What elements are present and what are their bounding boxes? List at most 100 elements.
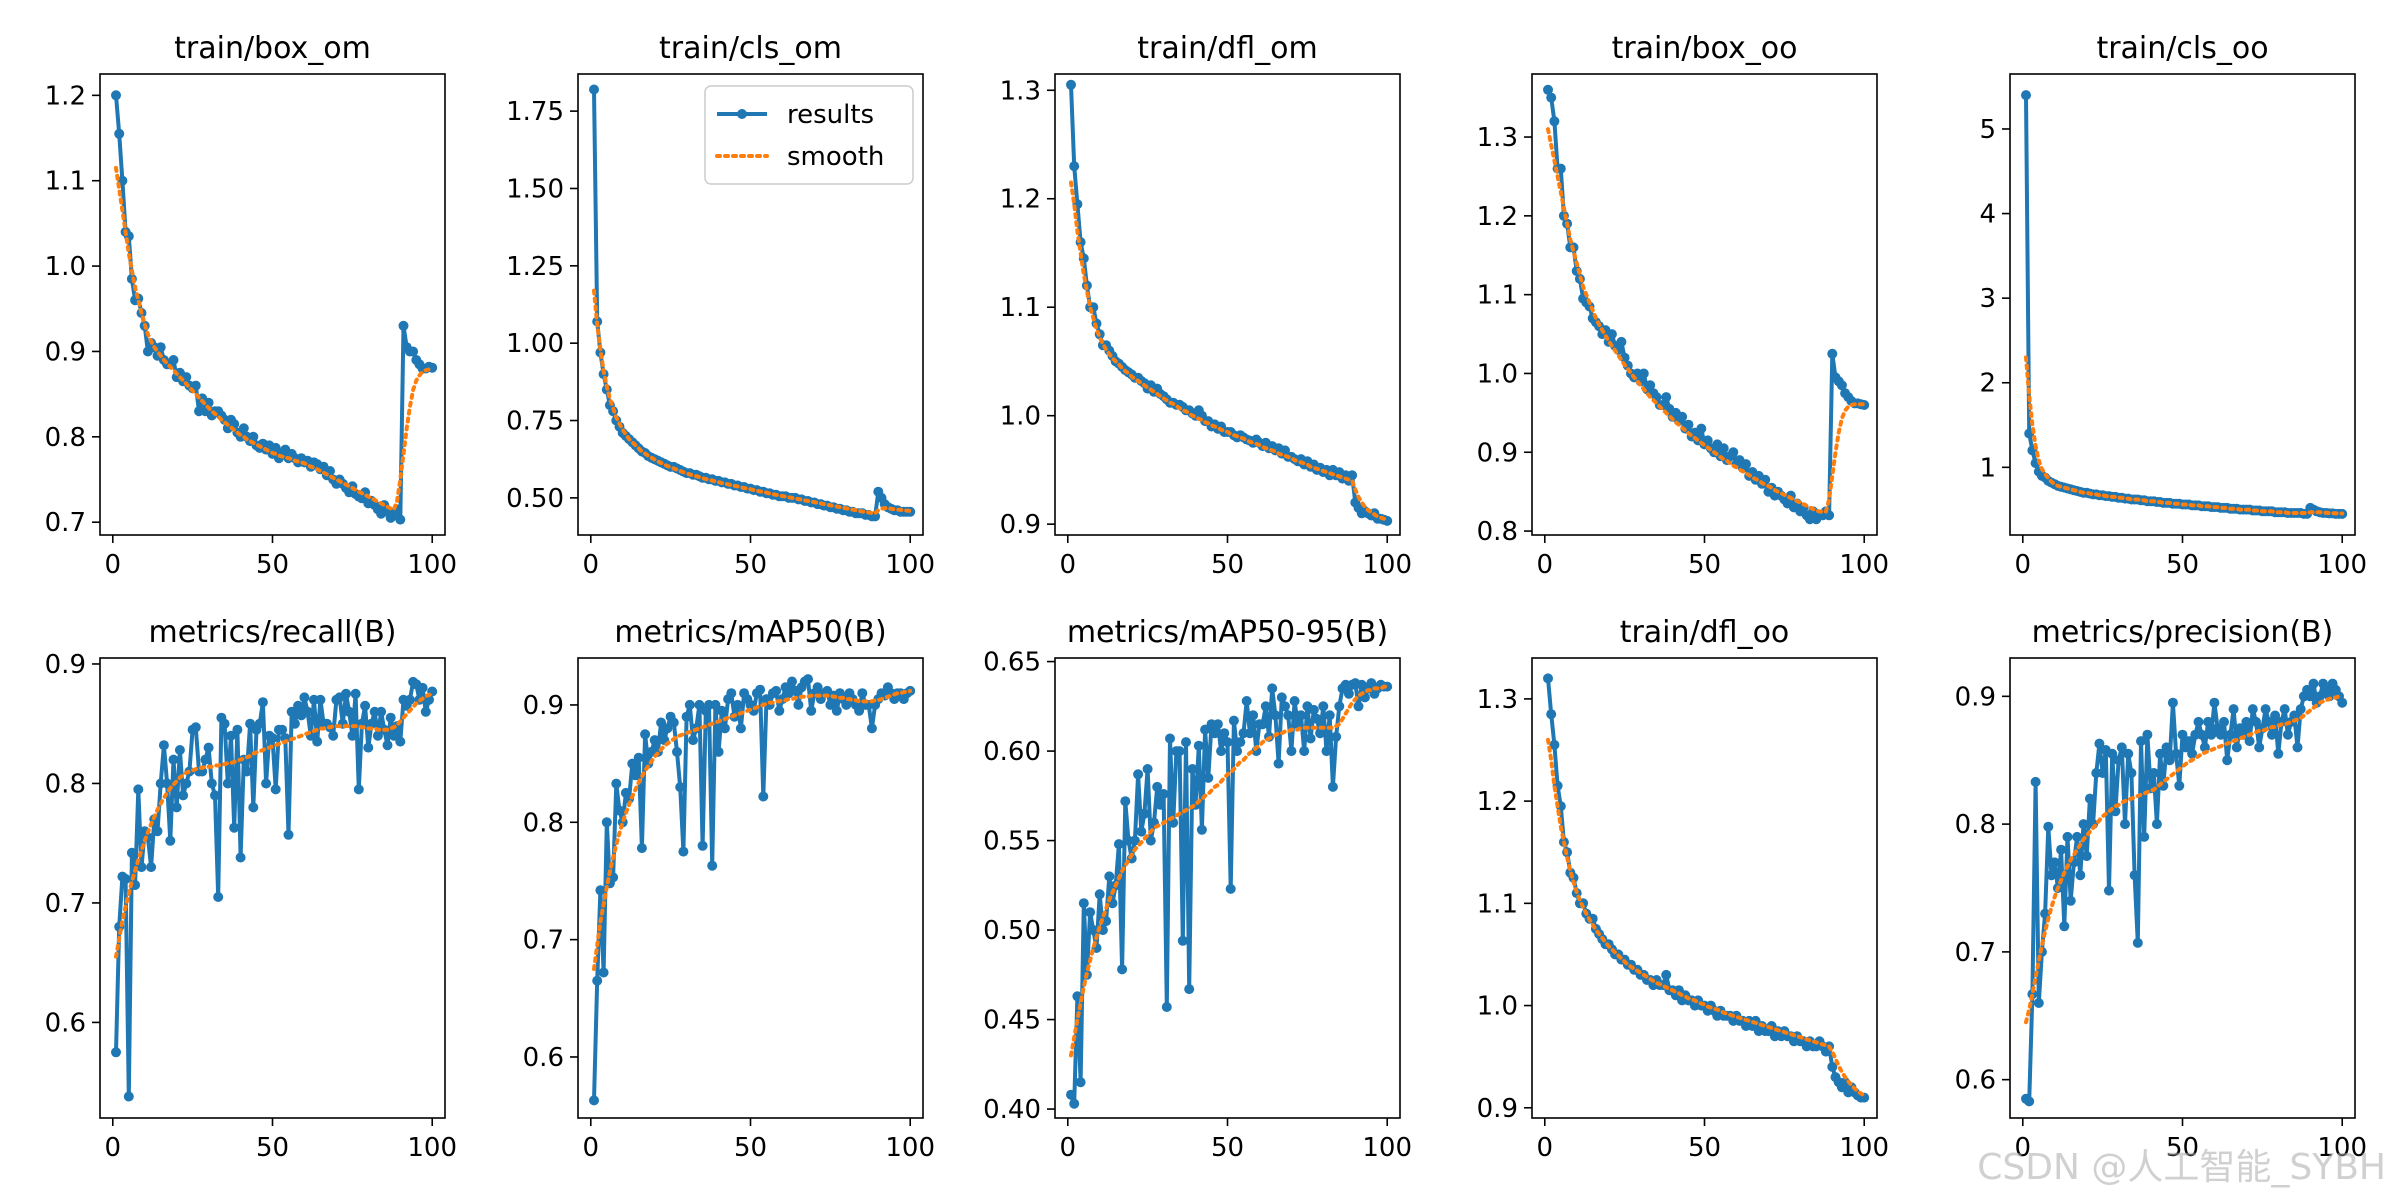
results-point	[1324, 710, 1335, 721]
results-point	[178, 790, 189, 801]
results-point	[636, 843, 647, 854]
chart-train-dfl-oo: train/dfl_oo 0 50 100 0.9 1.0 1.1 1.2 1.3	[1477, 615, 1889, 1163]
x-tick-label: 0	[583, 1133, 600, 1163]
chart-metrics-map50-b: metrics/mAP50(B) 0 50 100 0.6 0.7 0.8 0.9	[523, 615, 935, 1163]
results-point	[2215, 729, 2226, 740]
results-point	[1683, 419, 1694, 430]
results-point	[1661, 392, 1672, 403]
results-point	[146, 862, 157, 873]
results-point	[2033, 998, 2044, 1008]
plot-area	[2021, 90, 2348, 519]
plot-area	[1543, 84, 1870, 525]
results-point	[656, 717, 667, 728]
results-point	[2263, 716, 2274, 727]
x-tick-label: 0	[1060, 1133, 1077, 1163]
results-point	[210, 790, 220, 801]
y-tick-label: 1.0	[1000, 402, 1041, 432]
results-point	[1299, 746, 1310, 757]
x-tick-label: 100	[1839, 550, 1889, 580]
results-point	[2177, 729, 2188, 740]
results-point	[2097, 768, 2108, 778]
chart-train-cls-oo: train/cls_oo 0 50 100 1 2 3 4 5	[1979, 31, 2367, 580]
results-point	[2126, 768, 2137, 778]
results-point	[2183, 736, 2194, 747]
results-point	[2273, 748, 2284, 759]
results-point	[261, 778, 272, 789]
results-point	[1094, 889, 1105, 900]
results-point	[2231, 742, 2242, 753]
results-point	[2084, 793, 2095, 804]
results-point	[388, 730, 399, 741]
results-point	[1085, 907, 1096, 918]
results-point	[114, 128, 125, 139]
y-tick-label: 0.50	[506, 484, 564, 514]
smooth-line	[1069, 684, 1390, 1058]
results-markers	[589, 674, 916, 1106]
results-point	[1616, 336, 1627, 347]
y-tick-label: 1.3	[1000, 76, 1041, 106]
results-point	[1212, 719, 1223, 730]
plot-area	[589, 674, 916, 1106]
y-tick-label: 1.0	[1477, 359, 1518, 389]
results-point	[1696, 423, 1707, 434]
axes-frame	[1054, 73, 1401, 536]
results-point	[398, 320, 409, 331]
results-point	[1543, 673, 1553, 684]
results-point	[2065, 895, 2076, 906]
results-point	[684, 699, 695, 710]
results-point	[2193, 716, 2204, 727]
y-tick-label: 0.65	[983, 648, 1041, 678]
results-point	[787, 676, 797, 687]
axes-frame	[2009, 73, 2356, 536]
chart-metrics-recall-b: metrics/recall(B) 0 50 100 0.6 0.7 0.8 0.9	[45, 615, 457, 1163]
results-markers	[111, 676, 438, 1102]
results-point	[707, 860, 718, 871]
results-point	[1321, 746, 1332, 757]
x-tick-label: 100	[2317, 550, 2367, 580]
results-point	[1315, 728, 1326, 739]
results-point	[719, 723, 730, 734]
results-point	[2209, 697, 2220, 708]
y-tick-label: 1.2	[45, 81, 86, 111]
results-point	[2021, 90, 2031, 101]
results-point	[1161, 1002, 1172, 1012]
y-tick-label: 0.7	[523, 926, 564, 956]
results-point	[1145, 835, 1156, 846]
y-tick-label: 0.8	[45, 423, 86, 453]
results-point	[158, 740, 169, 751]
y-tick-label: 0.75	[506, 407, 564, 437]
legend-results-marker	[737, 109, 747, 119]
x-tick-label: 50	[734, 1133, 767, 1163]
results-point	[2113, 755, 2124, 766]
results-point	[241, 766, 252, 777]
smooth-line	[592, 688, 913, 971]
results-point	[1209, 728, 1220, 739]
results-point	[1219, 728, 1230, 739]
results-point	[181, 778, 192, 789]
x-tick-label: 0	[1060, 550, 1077, 580]
results-point	[120, 874, 131, 884]
results-point	[1075, 1077, 1086, 1088]
results-point	[2314, 691, 2325, 702]
results-point	[1069, 1098, 1080, 1109]
results-point	[675, 782, 686, 793]
plot-area	[1543, 673, 1870, 1103]
results-point	[2254, 742, 2265, 753]
x-tick-label: 50	[1688, 1133, 1721, 1163]
y-tick-label: 3	[1979, 284, 1996, 314]
results-point	[1543, 84, 1553, 95]
x-tick-label: 50	[1211, 1133, 1244, 1163]
results-point	[190, 722, 201, 733]
results-point	[2139, 831, 2150, 842]
y-tick-label: 1.3	[1477, 123, 1518, 153]
chart-title: metrics/precision(B)	[2032, 615, 2334, 650]
results-point	[1216, 746, 1227, 757]
results-point	[254, 718, 265, 729]
smooth-line	[114, 165, 435, 512]
results-point	[165, 835, 176, 846]
results-point	[1827, 1061, 1838, 1072]
chart-train-dfl-om: train/dfl_om 0 50 100 0.9 1.0 1.1 1.2 1.3	[1000, 31, 1412, 580]
results-point	[710, 699, 721, 710]
results-point	[1241, 696, 1252, 706]
results-point	[831, 705, 842, 716]
